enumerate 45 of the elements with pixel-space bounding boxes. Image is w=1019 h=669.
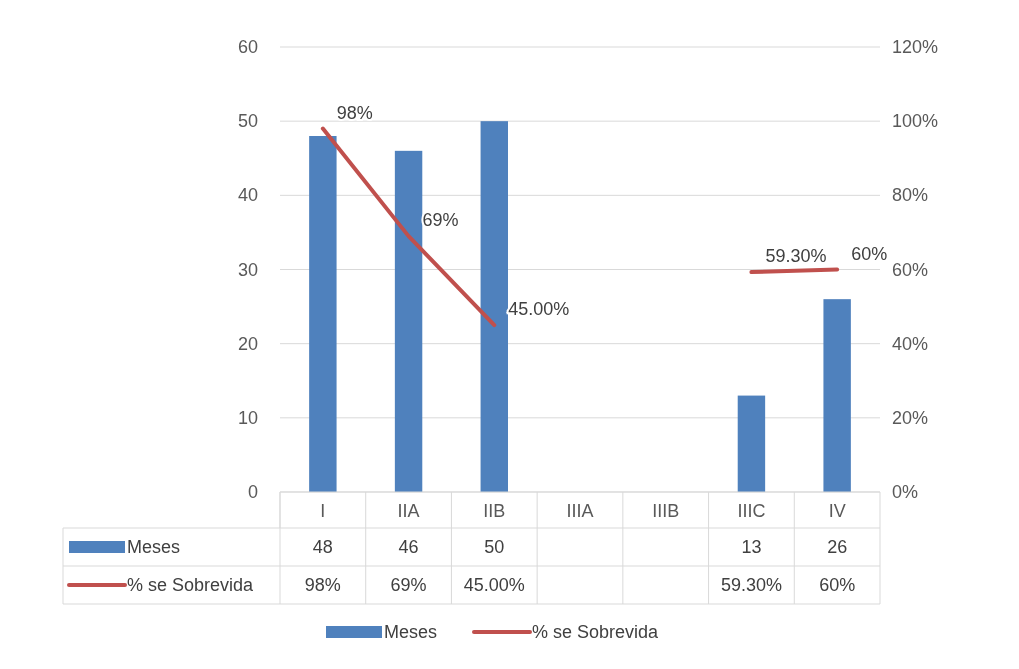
data-label: 45.00% [463,575,525,595]
x-tick-label: I [320,501,326,521]
x-tick-label: IV [828,501,846,521]
y-tick-label: 50 [237,111,258,132]
data-label: 50 [484,537,505,557]
text: 45.00% [508,299,570,320]
data-label: 46 [398,537,419,557]
y-tick-label: 30 [237,259,258,280]
data-label: 13 [741,537,762,557]
text: % se Sobrevida [532,622,659,642]
text: 60% [851,243,888,264]
x-tick-label: IIB [483,501,506,521]
bar [309,136,337,492]
y2-tick-label: 0% [892,482,919,502]
y-tick-label: 0 [247,482,258,502]
data-label: 59.30% [720,575,782,595]
x-tick-label: IIIB [652,501,680,521]
y-tick-label: 60 [237,37,258,57]
bar [737,395,766,492]
y2-tick-label: 100% [892,111,939,132]
y2-tick-label: 20% [892,407,929,428]
data-label: 69% [390,575,427,595]
x-tick-label: IIA [397,501,420,521]
legend-label: % se Sobrevida [127,575,255,595]
text: Meses [127,537,181,557]
x-tick-label: IIIC [737,501,766,521]
y-tick-label: 40 [237,185,258,206]
y2-tick-label: 120% [892,37,939,57]
text: 59.30% [765,246,827,267]
data-label: 26 [827,537,848,557]
y2-tick-label: 60% [892,259,929,280]
legend-label: Meses [384,622,438,642]
data-label: 48 [312,537,333,557]
bar [394,150,423,492]
text: 98% [336,102,373,123]
text: 69% [422,210,459,231]
y-tick-label: 20 [237,333,258,354]
y2-tick-label: 40% [892,333,929,354]
y-tick-label: 10 [237,407,258,428]
bar [480,121,508,492]
x-tick-label: IIIA [566,501,594,521]
data-label: 98% [304,575,341,595]
data-label: 60% [819,575,856,595]
bar [823,299,851,492]
y2-tick-label: 80% [892,185,929,206]
